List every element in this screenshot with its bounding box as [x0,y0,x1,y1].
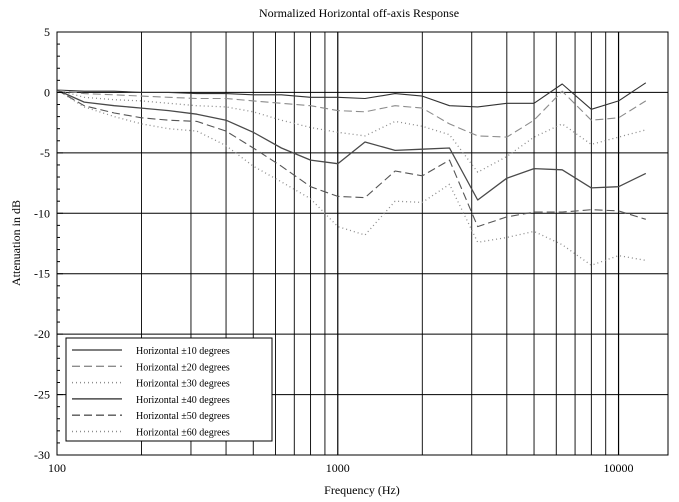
legend-label: Horizontal ±40 degrees [136,395,230,406]
chart-title: Normalized Horizontal off-axis Response [259,6,459,20]
y-tick-label: -10 [34,206,50,220]
plot-lines [56,82,647,266]
y-tick-label: -20 [34,327,50,341]
y-axis-label: Attenuation in dB [9,200,23,286]
plot-frame [56,31,669,456]
x-tick-label: 100 [48,461,66,475]
series-line-10 [56,82,647,110]
legend-label: Horizontal ±20 degrees [136,362,230,373]
series-line-60 [56,89,646,266]
legend-label: Horizontal ±10 degrees [136,346,230,357]
y-tick-label: -25 [34,388,50,402]
legend-box [65,337,273,442]
legend-label: Horizontal ±30 degrees [136,379,230,390]
y-tick-label: -15 [34,267,50,281]
x-tick-label: 10000 [604,461,634,475]
series-line-50 [56,89,646,228]
x-axis-ticks: 100 1000 10000 [48,461,634,475]
series-line-20 [56,89,647,138]
y-tick-label: 0 [44,85,50,99]
series-line-30 [56,89,646,173]
y-axis-ticks: 5 0 -5 -10 -15 -20 -25 -30 [34,25,63,462]
grid [57,32,668,455]
legend-label: Horizontal ±60 degrees [136,428,230,439]
legend: Horizontal ±10 degrees Horizontal ±20 deg… [65,337,273,442]
x-tick-label: 1000 [326,461,350,475]
y-tick-label: -5 [40,146,50,160]
y-tick-label: 5 [44,25,50,39]
legend-label: Horizontal ±50 degrees [136,411,230,422]
y-tick-label: -30 [34,448,50,462]
x-axis-label: Frequency (Hz) [324,483,400,497]
series-line-40 [56,89,647,201]
